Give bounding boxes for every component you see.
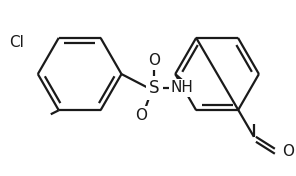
Text: O: O — [135, 108, 147, 123]
Text: S: S — [149, 79, 160, 97]
Text: O: O — [148, 53, 160, 68]
Text: NH: NH — [171, 80, 194, 96]
Text: O: O — [282, 144, 294, 159]
Text: Cl: Cl — [9, 35, 24, 50]
